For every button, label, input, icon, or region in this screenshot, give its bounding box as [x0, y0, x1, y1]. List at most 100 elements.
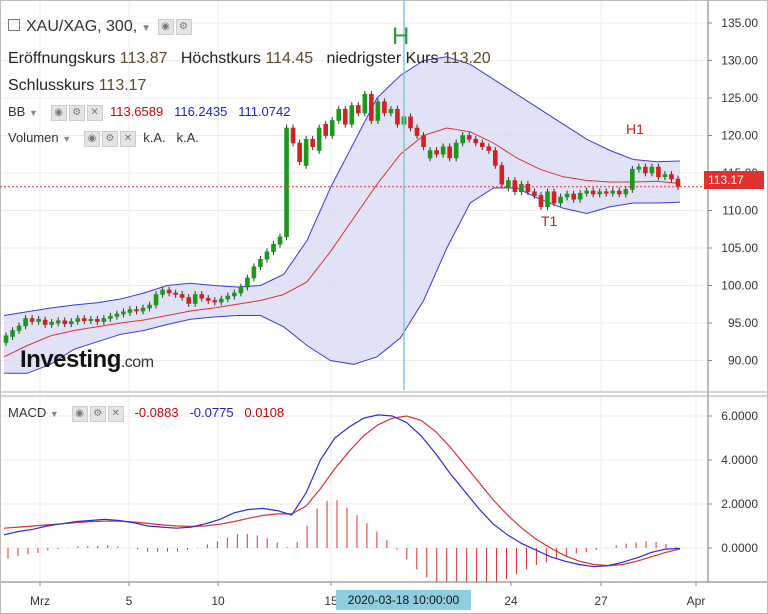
gear-icon[interactable]: ⚙ [101, 130, 118, 147]
candle-body [219, 298, 224, 303]
candle-body [147, 304, 152, 309]
macd-value-2: -0.0775 [189, 405, 234, 420]
candle-body [447, 146, 452, 159]
collapse-icon[interactable] [8, 19, 20, 31]
candle-body [342, 108, 348, 125]
annotation-h: H [392, 23, 409, 50]
candle-body [166, 289, 172, 294]
eye-icon[interactable]: ◉ [157, 18, 174, 35]
macd-value-3: 0.0108 [244, 405, 285, 420]
x-tick-label: 27 [594, 594, 608, 608]
close-icon[interactable]: ✕ [86, 104, 103, 121]
candle-body [525, 183, 531, 193]
candle-body [382, 101, 387, 114]
candle-body [656, 166, 661, 178]
chevron-down-icon[interactable]: ▼ [62, 134, 72, 144]
candle-body [225, 295, 231, 300]
candle-body [3, 335, 9, 343]
candle-body [140, 307, 146, 312]
candle-body [68, 321, 74, 325]
candle-body [336, 108, 342, 121]
macd-y-tick-label: 2.0000 [721, 497, 758, 511]
chevron-down-icon[interactable]: ▼ [49, 409, 59, 419]
candle-body [297, 142, 302, 163]
chevron-down-icon[interactable]: ▼ [28, 108, 38, 118]
candle-body [375, 101, 381, 121]
candle-body [486, 146, 492, 151]
candle-body [127, 309, 133, 313]
candle-body [369, 93, 374, 121]
macd-legend: MACD ▼ ◉ ⚙ ✕ -0.0883 -0.0775 0.0108 [8, 405, 284, 422]
candle-body [153, 294, 159, 306]
candle-body [160, 289, 165, 295]
candle-body [649, 166, 655, 174]
high-value: 114.45 [265, 50, 314, 67]
candle-body [284, 127, 289, 238]
candle-body [23, 318, 28, 327]
candle-body [519, 183, 524, 193]
gear-icon[interactable]: ⚙ [175, 18, 192, 35]
chevron-down-icon[interactable]: ▼ [141, 23, 152, 34]
open-value: 113.87 [119, 50, 168, 67]
candle-body [603, 191, 609, 194]
candle-body [121, 311, 126, 315]
close-icon[interactable]: ✕ [107, 405, 124, 422]
gear-icon[interactable]: ⚙ [68, 104, 85, 121]
close-icon[interactable]: ✕ [119, 130, 136, 147]
candle-body [277, 236, 283, 245]
y-tick-label: 100.00 [721, 279, 758, 293]
annotations: H H1 T1 [392, 0, 644, 390]
bb-middle-line [3, 127, 681, 358]
candle-body [564, 193, 570, 198]
candle-body [179, 294, 185, 298]
annotation-t1: T1 [541, 213, 558, 229]
candle-body [251, 266, 257, 279]
y-tick-label: 90.00 [728, 354, 758, 368]
volume-legend: Volumen ▼ ◉ ⚙ ✕ k.A. k.A. [8, 130, 199, 147]
bb-label: BB [8, 104, 26, 119]
current-price-label: 113.17 [704, 171, 764, 189]
annotation-h1: H1 [626, 121, 644, 137]
symbol-title: XAU/XAG, 300, ▼ ◉ ⚙ [8, 18, 192, 36]
candle-body [473, 138, 479, 144]
eye-icon[interactable]: ◉ [71, 405, 88, 422]
volume-label: Volumen [8, 130, 59, 145]
candle-body [323, 123, 328, 136]
candle-body [88, 318, 94, 322]
macd-y-tick-label: 6.0000 [721, 409, 758, 423]
logo-main: Investing [20, 346, 121, 373]
bb-lower-line [4, 187, 681, 374]
logo-suffix: .com [120, 354, 154, 371]
candle-body [395, 108, 400, 125]
candle-body [329, 120, 335, 136]
open-label: Eröffnungskurs [8, 50, 116, 67]
candle-body [134, 309, 139, 312]
bb-mid-value: 116.2435 [174, 104, 228, 119]
candle-body [186, 297, 191, 304]
candle-body [493, 150, 498, 166]
candle-body [349, 105, 355, 125]
candle-body [238, 286, 244, 294]
y-tick-label: 125.00 [721, 91, 758, 105]
candle-body [75, 318, 81, 322]
gear-icon[interactable]: ⚙ [89, 405, 106, 422]
candle-body [610, 190, 616, 194]
y-tick-label: 105.00 [721, 241, 758, 255]
candle-body [616, 190, 622, 195]
candle-body [192, 294, 198, 304]
close-value: 113.17 [98, 77, 147, 94]
candle-body [205, 297, 211, 301]
candle-body [55, 320, 61, 324]
candle-body [173, 292, 178, 295]
candle-body [42, 319, 48, 325]
bollinger-bands [3, 56, 681, 374]
candle-body [108, 315, 113, 319]
eye-icon[interactable]: ◉ [83, 130, 100, 147]
x-tick-label: Apr [687, 594, 706, 608]
bb-legend: BB ▼ ◉ ⚙ ✕ 113.6589 116.2435 111.0742 [8, 104, 290, 121]
ohlc-row-2: Schlusskurs 113.17 [8, 77, 146, 95]
y-tick-label: 110.00 [722, 204, 758, 218]
candle-body [571, 193, 576, 200]
eye-icon[interactable]: ◉ [50, 104, 67, 121]
